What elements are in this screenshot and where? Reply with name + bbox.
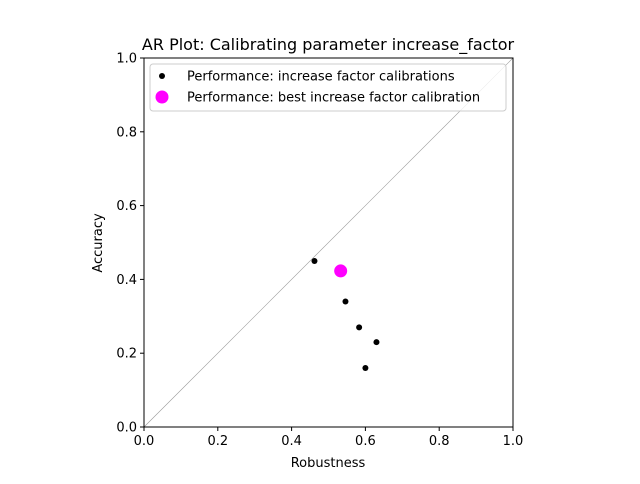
x-tick-label-3: 0.4 (281, 434, 302, 449)
diagonal-reference-line (143, 57, 514, 428)
legend-box (149, 63, 507, 112)
legend-label-2: Performance: best increase factor calibr… (187, 91, 480, 106)
y-axis-label: Accuracy (91, 213, 106, 273)
x-tick-label-5: 0.8 (429, 434, 450, 449)
legend-marker-2 (155, 90, 169, 104)
y-tick-label-4: 0.6 (116, 199, 137, 214)
legend: Performance: increase factor calibration… (149, 63, 507, 112)
series-1-point-2 (342, 298, 349, 305)
x-tick-label-4: 0.6 (355, 434, 376, 449)
y-tick-label-3: 0.4 (116, 273, 137, 288)
chart-title: AR Plot: Calibrating parameter increase_… (142, 35, 515, 55)
series-2-point-1 (334, 264, 348, 278)
series-1-point-5 (362, 364, 369, 371)
x-tick-label-1: 0.0 (134, 434, 155, 449)
axes-frame (143, 57, 514, 428)
y-tick-label-6: 1.0 (116, 52, 137, 67)
y-tick-label-1: 0.0 (116, 421, 137, 436)
legend-marker-1 (159, 73, 165, 79)
plot-area: 0.0 0.2 0.4 0.6 0.8 1.0 0.0 0.2 0.4 0.6 0.8 1.0 (116, 52, 523, 450)
x-tick-label-2: 0.2 (207, 434, 228, 449)
x-axis-label: Robustness (291, 456, 366, 471)
legend-label-1: Performance: increase factor calibration… (187, 70, 455, 85)
y-tick-label-5: 0.8 (116, 125, 137, 140)
y-tick-label-2: 0.2 (116, 347, 137, 362)
series-1-point-4 (373, 339, 380, 346)
series-1-point-1 (311, 257, 318, 264)
x-tick-label-6: 1.0 (503, 434, 524, 449)
series-1-point-3 (356, 324, 363, 331)
